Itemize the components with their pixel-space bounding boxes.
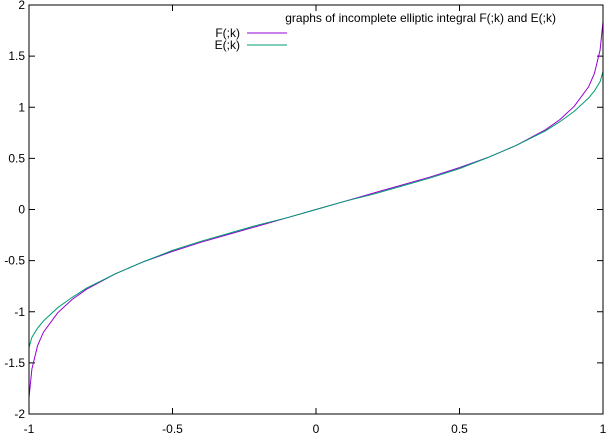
y-tick-label: 1 — [18, 100, 25, 114]
y-tick-label: 1.5 — [8, 49, 25, 63]
series-line-e — [28, 71, 604, 348]
y-tick-label: 2 — [18, 0, 25, 12]
plot-frame — [28, 4, 604, 415]
y-tick-label: -1.5 — [4, 356, 25, 370]
legend: F(;k)E(;k) — [215, 26, 287, 52]
y-tick-label: 0 — [18, 203, 25, 217]
y-tick-label: -1 — [14, 305, 25, 319]
legend-label: E(;k) — [215, 38, 240, 52]
series-layer — [28, 21, 604, 398]
y-tick-label: -0.5 — [4, 254, 25, 268]
x-tick-label: -0.5 — [162, 422, 183, 435]
y-tick-label: -2 — [14, 407, 25, 421]
legend-label: F(;k) — [215, 26, 240, 40]
y-tick-label: 0.5 — [8, 151, 25, 165]
x-tick-label: 1 — [600, 422, 606, 435]
chart-title: graphs of incomplete elliptic integral F… — [285, 11, 556, 25]
x-tick-label: 0 — [313, 422, 320, 435]
x-tick-label: 0.5 — [451, 422, 468, 435]
x-tick-label: -1 — [24, 422, 35, 435]
